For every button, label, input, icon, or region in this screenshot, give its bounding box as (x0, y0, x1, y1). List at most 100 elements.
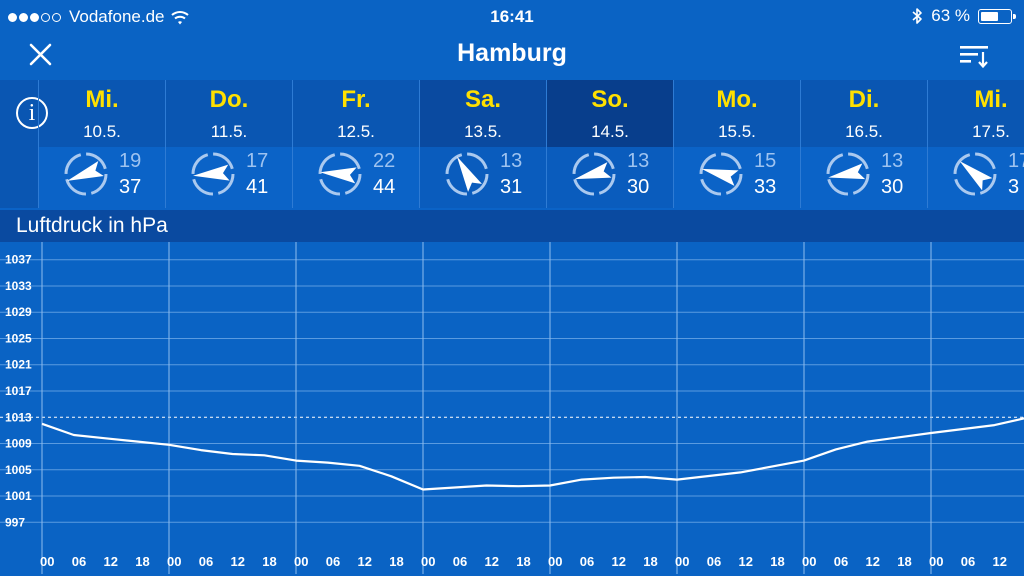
wind-direction-icon (572, 152, 616, 196)
x-tick-label: 12 (739, 554, 753, 569)
wind-gust: 3 (1008, 176, 1020, 198)
status-bar: Vodafone.de 16:41 63 % (0, 0, 1024, 34)
wind-direction-icon (318, 152, 362, 196)
wifi-icon (171, 10, 190, 24)
y-tick-label: 1013 (5, 410, 32, 424)
signal-dot (30, 13, 39, 22)
wind-panel: 13 31 (420, 147, 547, 208)
day-date: 16.5. (845, 122, 883, 141)
x-tick-label: 00 (294, 554, 308, 569)
sort-icon[interactable] (958, 42, 990, 70)
x-tick-label: 12 (231, 554, 245, 569)
x-tick-label: 00 (675, 554, 689, 569)
battery-percent: 63 % (931, 6, 970, 25)
day-column[interactable]: So. 14.5. 13 30 (546, 80, 674, 208)
signal-dot (19, 13, 28, 22)
x-tick-label: 00 (167, 554, 181, 569)
info-cell: i (0, 80, 48, 208)
wind-direction-icon (826, 152, 870, 196)
day-date: 14.5. (591, 122, 629, 141)
x-tick-label: 12 (358, 554, 372, 569)
x-tick-label: 12 (104, 554, 118, 569)
wind-speed: 13 (627, 150, 650, 172)
y-tick-label: 1001 (5, 489, 32, 503)
day-date: 10.5. (83, 122, 121, 141)
wind-speed: 17 (246, 150, 269, 172)
signal-dot (8, 13, 17, 22)
y-tick-label: 1009 (5, 437, 32, 451)
day-date: 17.5. (972, 122, 1010, 141)
x-tick-label: 12 (993, 554, 1007, 569)
day-name: So. (591, 86, 629, 113)
wind-speed: 19 (119, 150, 142, 172)
wind-panel: 19 37 (39, 147, 166, 208)
day-name: Mi. (974, 86, 1008, 113)
wind-panel: 13 30 (547, 147, 674, 208)
chart-header: Luftdruck in hPa (0, 210, 1024, 242)
x-tick-label: 06 (326, 554, 340, 569)
x-tick-label: 18 (135, 554, 149, 569)
day-column[interactable]: Mo. 15.5. 15 33 (673, 80, 801, 208)
signal-dot (52, 13, 61, 22)
wind-speed: 15 (754, 150, 777, 172)
nav-bar: Hamburg (0, 34, 1024, 80)
x-tick-label: 12 (866, 554, 880, 569)
bluetooth-icon (912, 8, 923, 24)
day-name: Mo. (716, 86, 758, 113)
wind-panel: 173 (928, 147, 1024, 208)
wind-panel: 13 30 (801, 147, 928, 208)
pressure-chart: 997 1001 1005 1009 1013 1017 1021 1025 1029 1033 1… (0, 242, 1024, 576)
day-date: 12.5. (337, 122, 375, 141)
day-strip: i Mi. 10.5. 19 37 Do. 11.5. 17 41 Fr. 12.5. 22 44 Sa… (0, 80, 1024, 208)
info-icon[interactable]: i (16, 97, 48, 129)
y-tick-label: 1017 (5, 384, 32, 398)
wind-direction-icon (953, 152, 997, 196)
wind-gust: 44 (373, 176, 396, 198)
day-name: Sa. (464, 86, 502, 113)
x-tick-label: 18 (389, 554, 403, 569)
y-tick-label: 1021 (5, 358, 32, 372)
carrier-label: Vodafone.de (69, 7, 165, 26)
wind-gust: 31 (500, 176, 523, 198)
chart-title: Luftdruck in hPa (16, 214, 168, 237)
wind-speed: 13 (881, 150, 904, 172)
day-column[interactable]: Fr. 12.5. 22 44 (292, 80, 420, 208)
day-column[interactable]: Mi. 10.5. 19 37 (38, 80, 166, 208)
wind-direction-icon (191, 152, 235, 196)
y-tick-label: 1005 (5, 463, 32, 477)
day-date: 13.5. (464, 122, 502, 141)
chart-background (0, 242, 1024, 576)
battery-icon (978, 8, 1016, 24)
x-tick-label: 12 (485, 554, 499, 569)
day-date: 11.5. (210, 122, 248, 141)
x-tick-label: 18 (643, 554, 657, 569)
x-tick-label: 00 (929, 554, 943, 569)
x-tick-label: 06 (580, 554, 594, 569)
status-time: 16:41 (490, 7, 534, 26)
pressure-line (41, 417, 1024, 491)
x-tick-label: 00 (802, 554, 816, 569)
day-date: 15.5. (718, 122, 756, 141)
page-title: Hamburg (457, 39, 567, 67)
day-column[interactable]: Do. 11.5. 17 41 (165, 80, 293, 208)
wind-panel: 15 33 (674, 147, 801, 208)
day-column[interactable]: Di. 16.5. 13 30 (800, 80, 928, 208)
day-name: Do. (209, 86, 249, 113)
close-icon[interactable] (26, 40, 56, 70)
x-tick-label: 18 (770, 554, 784, 569)
x-tick-label: 06 (72, 554, 86, 569)
wind-direction-icon (699, 152, 743, 196)
wind-gust: 33 (754, 176, 777, 198)
wind-gust: 41 (246, 176, 269, 198)
day-name: Mi. (85, 86, 119, 113)
signal-dots-icon (8, 7, 63, 27)
y-tick-label: 1037 (5, 253, 32, 267)
x-tick-label: 18 (262, 554, 276, 569)
y-tick-label: 1033 (5, 279, 32, 293)
x-tick-label: 00 (421, 554, 435, 569)
x-tick-label: 12 (612, 554, 626, 569)
day-column[interactable]: Sa. 13.5. 13 31 (419, 80, 547, 208)
wind-gust: 30 (627, 176, 650, 198)
wind-speed: 17 (1008, 150, 1024, 172)
day-column[interactable]: Mi.17.5.173 (927, 80, 1024, 208)
